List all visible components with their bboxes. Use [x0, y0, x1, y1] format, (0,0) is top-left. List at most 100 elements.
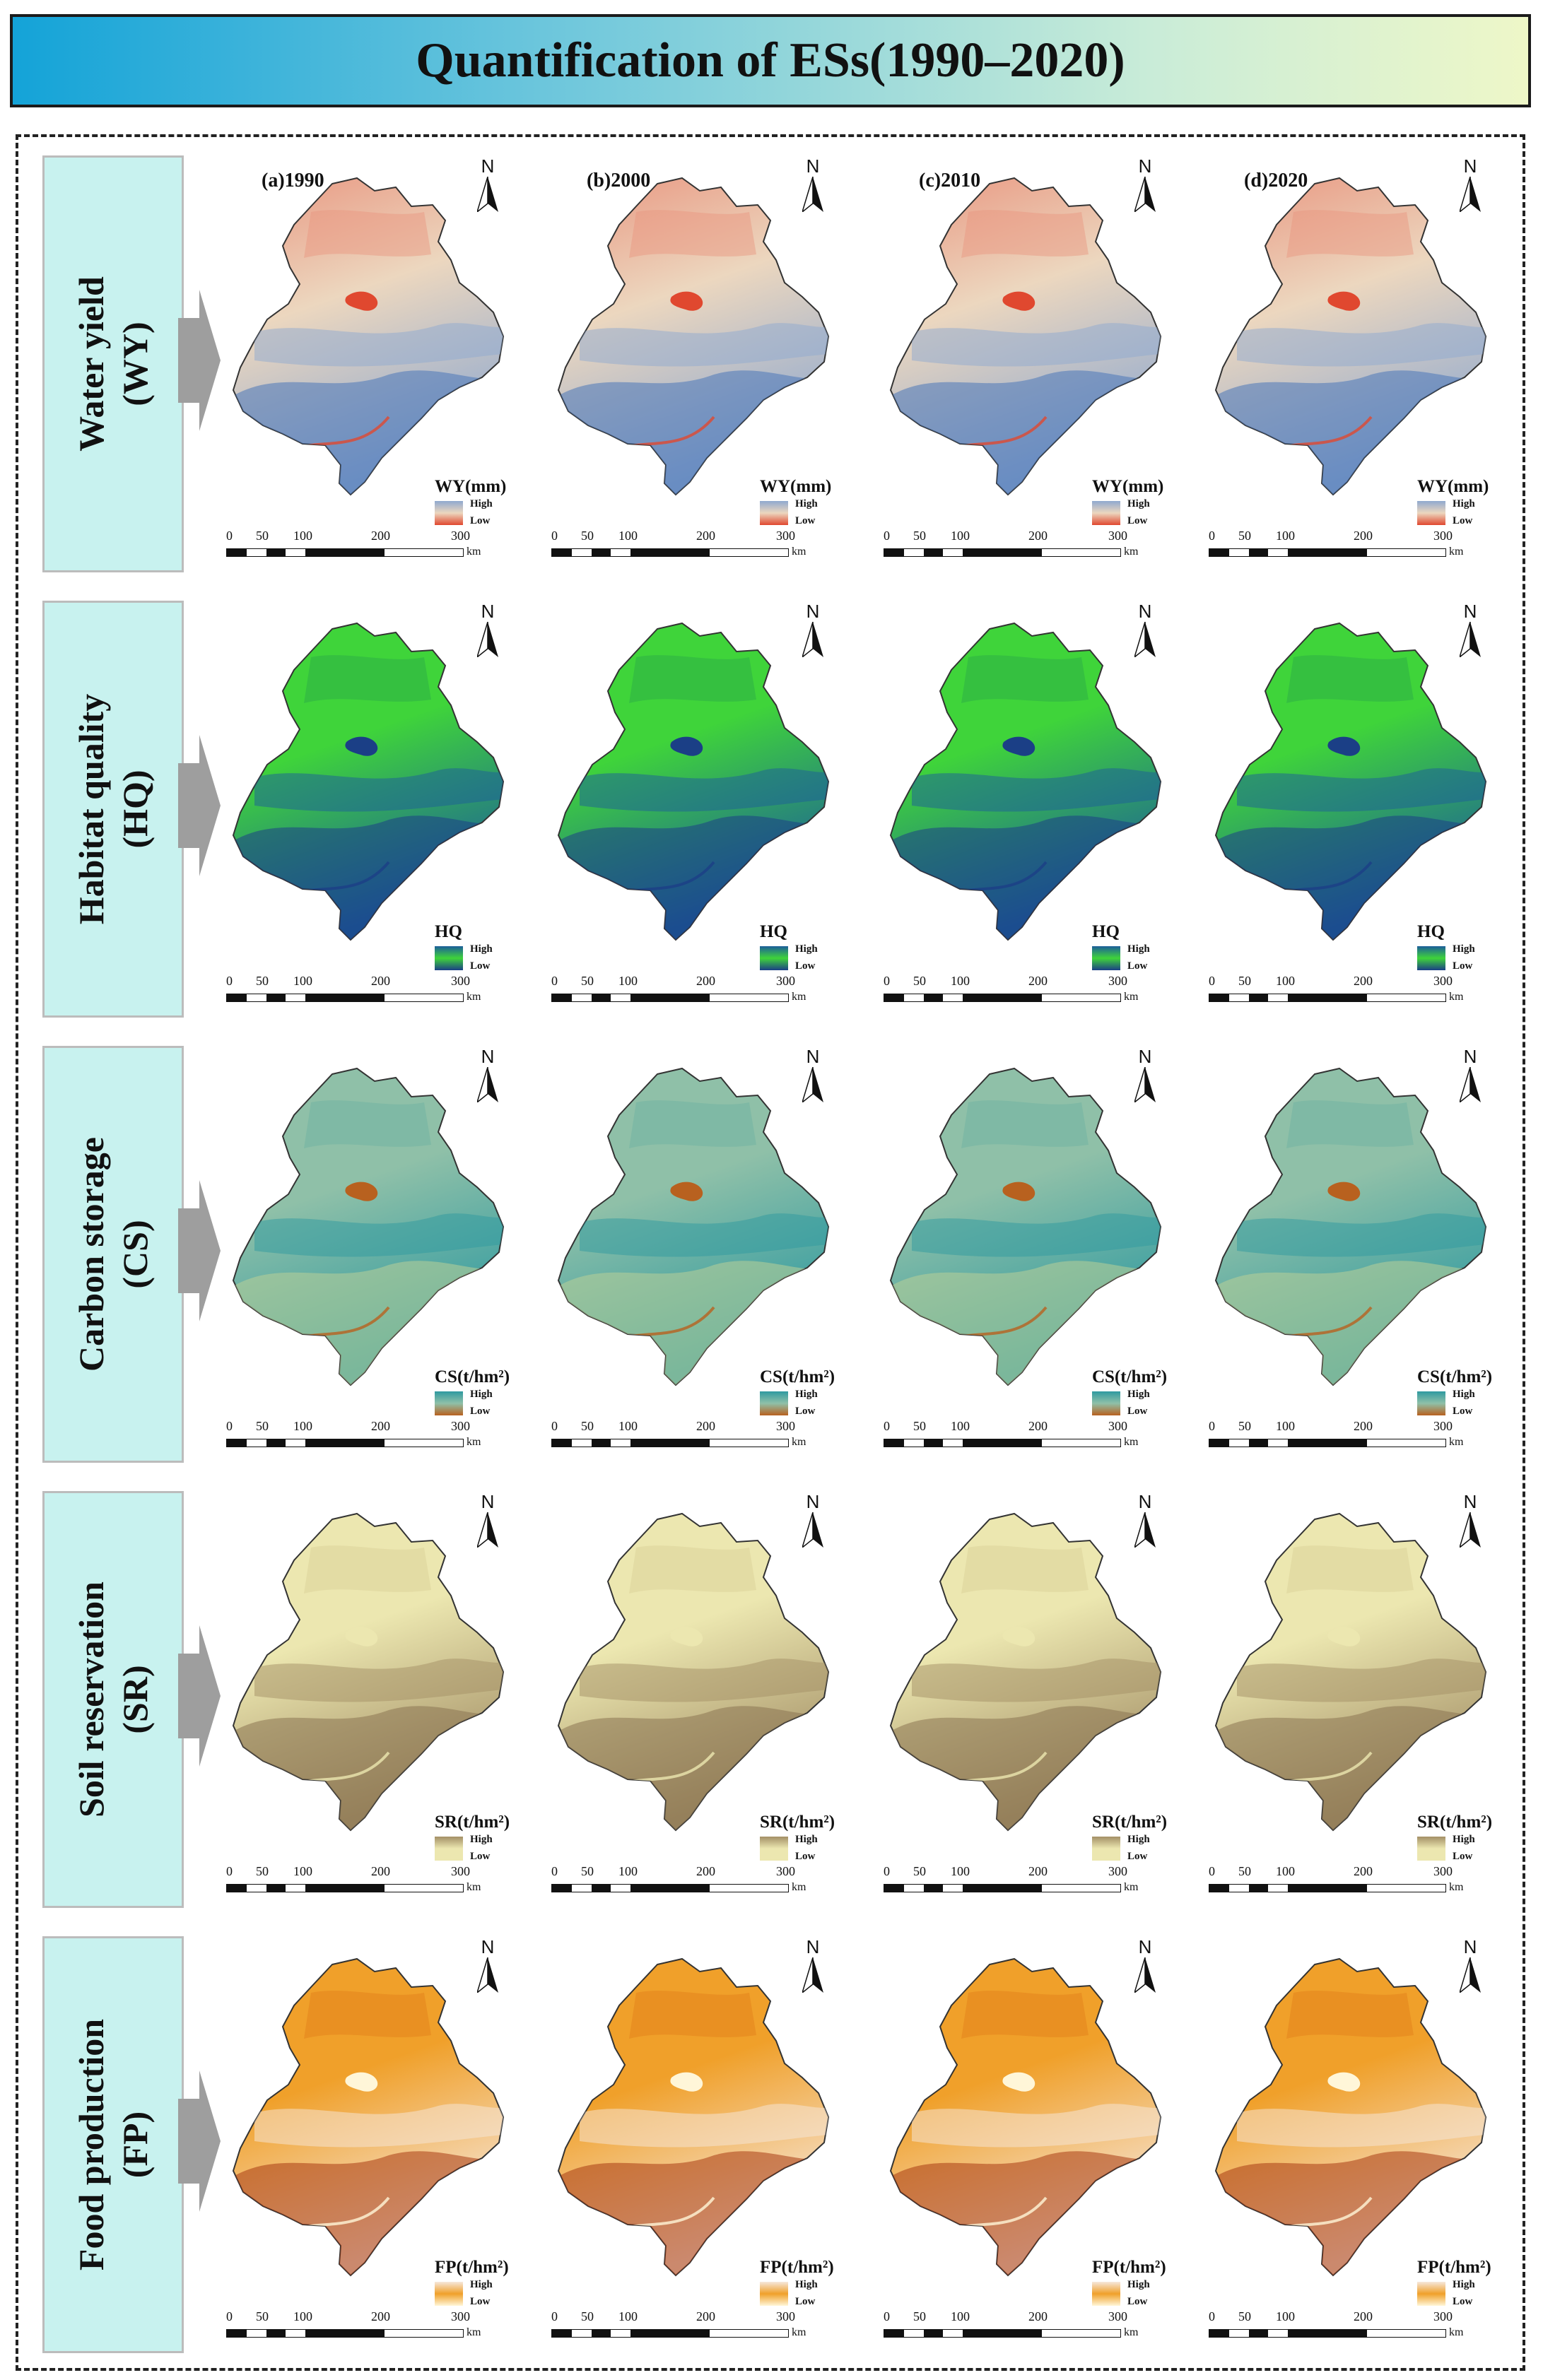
legend: CS(t/hm²) High Low	[435, 1367, 548, 1417]
map-panel: N SR(t/hm²) High Low 0 50 100 200 300 km	[876, 1477, 1202, 1915]
legend: SR(t/hm²) High Low	[1417, 1813, 1530, 1862]
legend-title: FP(t/hm²)	[1417, 2258, 1491, 2277]
scale-tick-label: 100	[1276, 529, 1295, 543]
study-area-map	[557, 622, 830, 941]
scale-bar: 0 50 100 200 300 km	[551, 2309, 806, 2345]
north-arrow: N	[799, 1046, 827, 1102]
row-label-box: Habitat quality (HQ)	[42, 601, 184, 1018]
legend-title: HQ	[435, 922, 462, 941]
row-0: Water yield (WY) (a)1990 N WY(mm) High Low 0 50 1…	[0, 141, 1543, 579]
scale-unit: km	[467, 991, 481, 1003]
legend-swatch	[435, 2282, 463, 2306]
scale-unit: km	[792, 991, 806, 1003]
scale-tick-label: 100	[1276, 1419, 1295, 1433]
legend-title: SR(t/hm²)	[1092, 1813, 1168, 1832]
scale-tick-label: 50	[1238, 1419, 1251, 1433]
study-area-map	[557, 177, 830, 496]
row-1: Habitat quality (HQ) N HQ High Low 0 50 100 200 30…	[0, 587, 1543, 1025]
scale-bar-graphic	[551, 2329, 789, 2338]
legend: CS(t/hm²) High Low	[1417, 1367, 1530, 1417]
scale-bar-graphic	[884, 2329, 1121, 2338]
scale-tick-label: 0	[551, 1419, 558, 1433]
scale-tick-label: 50	[256, 1864, 269, 1878]
legend-high: High	[1453, 498, 1475, 509]
row-label-line2: (CS)	[115, 1220, 155, 1289]
scale-bar: 0 50 100 200 300 km	[884, 1864, 1138, 1899]
scale-unit: km	[1449, 546, 1464, 558]
legend-title: WY(mm)	[1417, 477, 1489, 496]
legend: CS(t/hm²) High Low	[1092, 1367, 1205, 1417]
legend-swatch	[435, 1837, 463, 1861]
scale-tick-label: 200	[371, 2309, 390, 2323]
arrow-icon	[178, 1625, 221, 1767]
legend-title: HQ	[1417, 922, 1445, 941]
scale-bar: 0 50 100 200 300 km	[884, 974, 1138, 1009]
scale-bar: 0 50 100 200 300 km	[226, 974, 481, 1009]
north-arrow-icon	[1460, 1067, 1481, 1102]
title-banner: Quantification of ESs(1990–2020)	[10, 14, 1531, 107]
legend-low: Low	[1453, 960, 1473, 972]
study-area-map	[557, 1957, 830, 2277]
legend-low: Low	[1453, 1406, 1473, 1417]
legend: HQ High Low	[1092, 922, 1205, 972]
legend: FP(t/hm²) High Low	[1092, 2258, 1205, 2307]
scale-tick-label: 200	[1354, 974, 1373, 988]
scale-unit: km	[792, 546, 806, 558]
scale-tick-label: 300	[776, 2309, 795, 2323]
legend-low: Low	[470, 1406, 491, 1417]
legend: HQ High Low	[760, 922, 873, 972]
scale-tick-label: 100	[1276, 1864, 1295, 1878]
row-label: Soil reservation (SR)	[69, 1502, 157, 1897]
scale-tick-label: 200	[696, 974, 715, 988]
scale-tick-label: 50	[581, 974, 594, 988]
row-label-line1: Water yield	[71, 276, 111, 452]
arrow-icon	[178, 2070, 221, 2212]
legend-low: Low	[470, 960, 491, 972]
north-label: N	[481, 1046, 495, 1067]
north-arrow-icon	[1134, 1957, 1156, 1993]
row-3: Soil reservation (SR) N SR(t/hm²) High Low 0 50…	[0, 1477, 1543, 1915]
row-label: Habitat quality (HQ)	[69, 611, 157, 1007]
scale-unit: km	[1124, 991, 1139, 1003]
legend-high: High	[795, 498, 818, 509]
legend: WY(mm) High Low	[1092, 477, 1205, 526]
legend-swatch	[1417, 1837, 1445, 1861]
scale-unit: km	[1449, 1436, 1464, 1448]
study-area-map	[557, 1512, 830, 1832]
scale-bar-graphic	[1209, 994, 1446, 1002]
scale-tick-label: 200	[1354, 529, 1373, 543]
scale-tick-label: 300	[1433, 1864, 1453, 1878]
scale-tick-label: 300	[1108, 1419, 1127, 1433]
scale-tick-label: 200	[1028, 2309, 1048, 2323]
north-arrow-icon	[1460, 622, 1481, 657]
scale-tick-label: 300	[1433, 529, 1453, 543]
scale-tick-label: 0	[1209, 1419, 1215, 1433]
north-arrow-icon	[477, 177, 498, 212]
north-arrow-icon	[477, 1512, 498, 1548]
study-area-map	[1214, 622, 1487, 941]
study-area-map	[889, 1067, 1162, 1386]
scale-bar-graphic	[884, 548, 1121, 557]
north-label: N	[481, 155, 495, 177]
scale-tick-label: 100	[618, 1419, 638, 1433]
scale-bar-graphic	[884, 1884, 1121, 1892]
north-label: N	[1138, 1491, 1152, 1512]
map-panel: N CS(t/hm²) High Low 0 50 100 200 300 km	[1202, 1032, 1527, 1470]
north-arrow-icon	[1134, 622, 1156, 657]
scale-tick-label: 100	[618, 529, 638, 543]
legend-swatch	[760, 501, 788, 525]
map-panel: N HQ High Low 0 50 100 200 300 km	[876, 587, 1202, 1025]
scale-unit: km	[467, 1881, 481, 1893]
scale-tick-label: 100	[618, 974, 638, 988]
scale-bar-graphic	[551, 1884, 789, 1892]
legend-low: Low	[1453, 1851, 1473, 1862]
north-arrow-icon	[477, 1957, 498, 1993]
scale-tick-label: 0	[226, 1419, 233, 1433]
legend: SR(t/hm²) High Low	[1092, 1813, 1205, 1862]
scale-tick-label: 300	[1108, 974, 1127, 988]
scale-tick-label: 100	[1276, 974, 1295, 988]
scale-tick-label: 100	[951, 1419, 970, 1433]
north-arrow: N	[1456, 1046, 1484, 1102]
north-arrow: N	[799, 601, 827, 657]
legend-high: High	[470, 1834, 493, 1845]
